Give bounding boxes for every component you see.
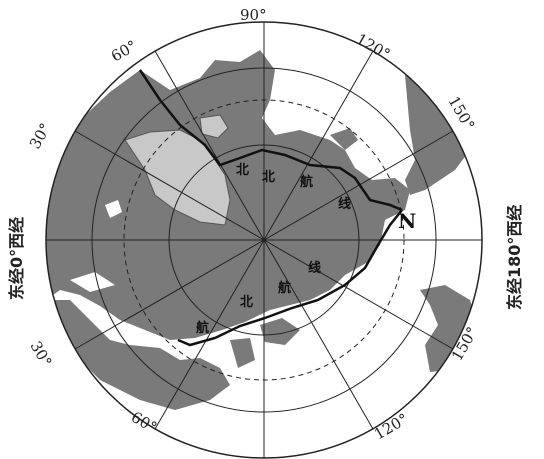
northern-sea-route <box>138 69 403 212</box>
southern-route-labels: 航 北 航 线 <box>196 260 321 336</box>
side-label-right: 东经180°西经 <box>505 205 524 310</box>
northwest-passage-route <box>177 209 403 347</box>
route-char: 航 <box>300 174 313 190</box>
route-char: 北 <box>262 170 275 185</box>
point-n-label: N <box>398 209 416 233</box>
ice-sheet <box>124 129 231 226</box>
route-char: 航 <box>196 320 209 336</box>
northern-route-labels: 北 北 航 线 <box>236 163 351 212</box>
landmass-southwest <box>46 300 230 410</box>
lake-1 <box>105 200 122 218</box>
island-1 <box>330 128 358 150</box>
side-label-left: 东经0°西经 <box>7 217 26 300</box>
island-2 <box>260 318 300 345</box>
route-char: 线 <box>308 260 321 276</box>
lake-2 <box>70 272 115 292</box>
route-char: 北 <box>240 295 253 310</box>
route-char: 航 <box>278 280 291 296</box>
route-char: 线 <box>338 196 351 212</box>
lon-label-upper-left: 60° <box>108 37 140 66</box>
lon-label-top: 90° <box>240 6 267 24</box>
route-char: 北 <box>236 163 249 178</box>
lon-label-left-lower: 30° <box>27 338 56 370</box>
lon-label-left-upper: 30° <box>26 120 55 152</box>
island-3 <box>230 338 255 368</box>
graticule <box>45 21 483 459</box>
